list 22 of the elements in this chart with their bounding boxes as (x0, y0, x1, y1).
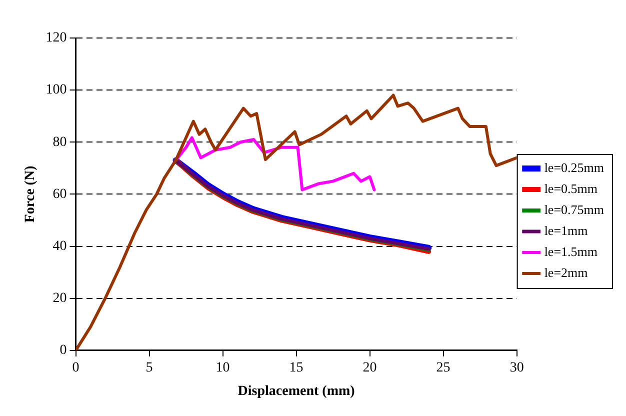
y-tick-label: 120 (46, 30, 67, 46)
y-tick-label: 20 (52, 291, 67, 306)
x-tick-label: 15 (289, 360, 304, 376)
legend-label: le=0.25mm (544, 160, 604, 175)
x-tick-label: 0 (72, 360, 80, 376)
x-tick-label: 30 (510, 360, 524, 376)
y-tick-label: 40 (52, 238, 67, 254)
x-tick-label: 5 (146, 360, 153, 376)
y-tick-label: 0 (60, 343, 67, 358)
y-tick-label: 100 (46, 82, 67, 98)
legend-label: le=2mm (544, 264, 588, 280)
y-tick-label: 80 (52, 134, 67, 150)
legend-label: le=0.75mm (544, 202, 604, 217)
y-tick-label: 60 (52, 186, 67, 202)
x-tick-label: 10 (216, 360, 230, 376)
x-tick-label: 25 (436, 360, 450, 376)
x-axis-title: Displacement (mm) (238, 384, 356, 400)
legend-label: le=0.5mm (544, 180, 598, 196)
y-axis-title: Force (N) (23, 165, 38, 223)
legend-label: le=1mm (544, 222, 588, 238)
x-tick-label: 20 (362, 360, 377, 376)
legend-label: le=1.5mm (544, 244, 598, 259)
